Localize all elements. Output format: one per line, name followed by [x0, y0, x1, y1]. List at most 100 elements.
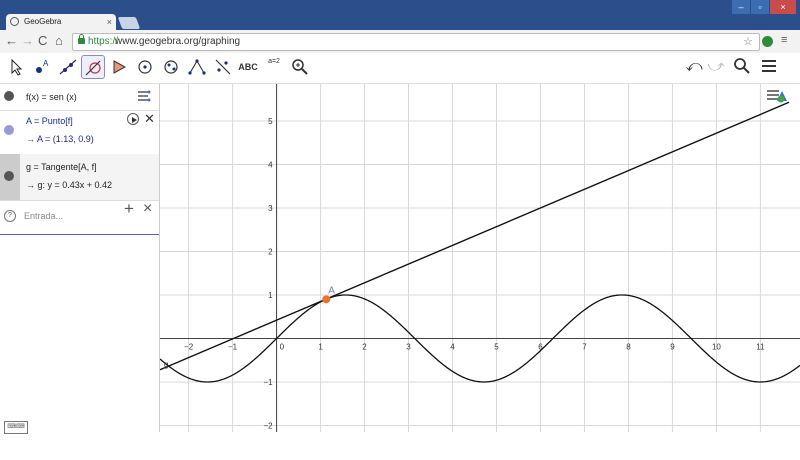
x-tick-label: −1: [228, 342, 238, 351]
extension-icon[interactable]: [762, 36, 773, 47]
visibility-toggle-f[interactable]: [4, 91, 14, 101]
algebra-row-a[interactable]: A = Punto[f] → A = (1.13, 0.9) ✕: [0, 110, 159, 155]
grid-lines: [160, 84, 800, 432]
function-curve-f[interactable]: [160, 294, 800, 383]
undo-icon[interactable]: ⤺: [685, 58, 703, 75]
new-tab-button[interactable]: [117, 17, 141, 29]
search-icon[interactable]: [732, 57, 752, 77]
algebra-view: f(x) = sen (x) A = Punto[f] → A = (1.13,…: [0, 84, 160, 432]
tick-labels: −2 −1 0 1 2 3 4 5 6 7 8 9 10 11 −2 −1 1 2 3 4 5: [184, 117, 765, 431]
move-tool-button[interactable]: [4, 55, 28, 79]
browser-menu-icon[interactable]: ≡: [781, 34, 788, 46]
circle-icon: [138, 60, 152, 74]
point-a[interactable]: [322, 295, 331, 304]
bottom-area: [0, 432, 800, 460]
algebra-input-row[interactable]: ? Entrada... + ×: [0, 200, 159, 235]
algebra-definition-f[interactable]: f(x) = sen (x): [26, 92, 77, 102]
play-animation-icon[interactable]: [127, 113, 139, 125]
visibility-toggle-g[interactable]: [4, 171, 14, 181]
zoom-tool-button[interactable]: [288, 55, 312, 79]
x-tick-label: 9: [670, 342, 675, 351]
lock-icon: [78, 34, 85, 44]
algebra-row-f[interactable]: f(x) = sen (x): [0, 84, 159, 111]
angle-tool-button[interactable]: [185, 55, 209, 79]
line-icon: [59, 59, 77, 75]
tangent-icon: [85, 60, 101, 76]
browser-tab[interactable]: GeoGebra ×: [6, 14, 116, 30]
close-input-icon[interactable]: ×: [143, 200, 153, 217]
tangent-line-g[interactable]: [160, 101, 790, 371]
y-tick-label: −2: [263, 421, 273, 430]
minimize-button[interactable]: –: [732, 0, 750, 14]
add-input-icon[interactable]: +: [124, 199, 134, 218]
x-tick-label: 4: [450, 342, 455, 351]
url-protocol: https://: [88, 36, 119, 47]
url-input[interactable]: https:// www.geogebra.org/graphing ☆: [72, 33, 760, 51]
y-tick-label: 2: [268, 247, 273, 256]
ellipse-tool-button[interactable]: [159, 55, 183, 79]
x-tick-label: 2: [362, 342, 367, 351]
forward-icon[interactable]: →: [21, 33, 34, 48]
algebra-style-menu-icon[interactable]: [137, 89, 151, 108]
graph-canvas[interactable]: −2 −1 0 1 2 3 4 5 6 7 8 9 10 11 −2 −1 1 2 3 4 5 A g: [160, 84, 800, 432]
x-tick-label: −2: [184, 342, 194, 351]
text-tool-button[interactable]: ABC: [238, 62, 258, 72]
url-path: www.geogebra.org/graphing: [115, 36, 241, 47]
y-tick-label: −1: [263, 378, 273, 387]
algebra-definition-g[interactable]: g = Tangente[A, f]: [26, 162, 97, 172]
point-icon: A: [36, 59, 49, 73]
x-tick-label: 6: [538, 342, 543, 351]
polygon-icon: [113, 60, 127, 74]
address-bar-row: ← → C ⌂ https:// www.geogebra.org/graphi…: [0, 30, 800, 54]
point-tool-button[interactable]: A: [30, 55, 54, 79]
home-icon[interactable]: ⌂: [55, 33, 63, 48]
x-tick-label: 1: [318, 342, 323, 351]
polygon-tool-button[interactable]: [107, 55, 131, 79]
line-tool-button[interactable]: [56, 55, 80, 79]
browser-title-bar: GeoGebra × – ▫ ×: [0, 0, 800, 30]
x-tick-label: 3: [406, 342, 411, 351]
redo-icon[interactable]: ⤻: [707, 58, 725, 75]
x-tick-label: 11: [756, 342, 765, 351]
graphics-view[interactable]: −2 −1 0 1 2 3 4 5 6 7 8 9 10 11 −2 −1 1 2 3 4 5 A g: [160, 84, 800, 432]
zoom-in-icon: [292, 59, 308, 75]
geogebra-logo-icon: [10, 17, 19, 26]
x-tick-label: 7: [582, 342, 587, 351]
svg-text:A: A: [43, 59, 49, 68]
circle-tool-button[interactable]: [133, 55, 157, 79]
y-tick-label: 3: [268, 204, 273, 213]
angle-icon: [188, 59, 206, 75]
slider-tool-button[interactable]: a=2: [268, 58, 280, 65]
window-controls: – ▫ ×: [731, 0, 796, 16]
y-tick-label: 5: [268, 117, 273, 126]
x-tick-label: 0: [280, 342, 285, 351]
tab-close-icon[interactable]: ×: [106, 17, 112, 27]
menu-icon[interactable]: [759, 57, 779, 77]
point-a-label: A: [328, 285, 335, 296]
delete-icon[interactable]: ✕: [144, 111, 155, 126]
reflect-tool-button[interactable]: [211, 55, 235, 79]
algebra-definition-a[interactable]: A = Punto[f]: [26, 116, 73, 126]
y-tick-label: 1: [268, 291, 273, 300]
back-icon[interactable]: ←: [5, 33, 18, 48]
axes: [160, 84, 800, 432]
cursor-arrow-icon: [11, 58, 23, 76]
visibility-toggle-a[interactable]: [4, 125, 14, 135]
bookmark-star-icon[interactable]: ☆: [743, 36, 753, 48]
y-tick-label: 4: [268, 160, 273, 169]
algebra-value-a: → A = (1.13, 0.9): [26, 134, 94, 144]
help-icon[interactable]: ?: [4, 210, 16, 222]
keyboard-icon[interactable]: ⌨⌨: [4, 421, 28, 434]
x-tick-label: 8: [626, 342, 631, 351]
graphics-style-bar-icon[interactable]: [766, 87, 788, 110]
input-bar[interactable]: Entrada...: [24, 211, 64, 221]
close-window-button[interactable]: ×: [770, 0, 796, 14]
algebra-value-g: → g: y = 0.43x + 0.42: [26, 180, 113, 190]
maximize-button[interactable]: ▫: [751, 0, 769, 14]
tangent-label: g: [164, 360, 168, 369]
reload-icon[interactable]: C: [38, 33, 48, 48]
ellipse-icon: [164, 60, 178, 74]
tangent-tool-button[interactable]: [81, 55, 105, 79]
algebra-row-g[interactable]: g = Tangente[A, f] → g: y = 0.43x + 0.42: [0, 154, 159, 201]
reflect-icon: [215, 59, 231, 75]
